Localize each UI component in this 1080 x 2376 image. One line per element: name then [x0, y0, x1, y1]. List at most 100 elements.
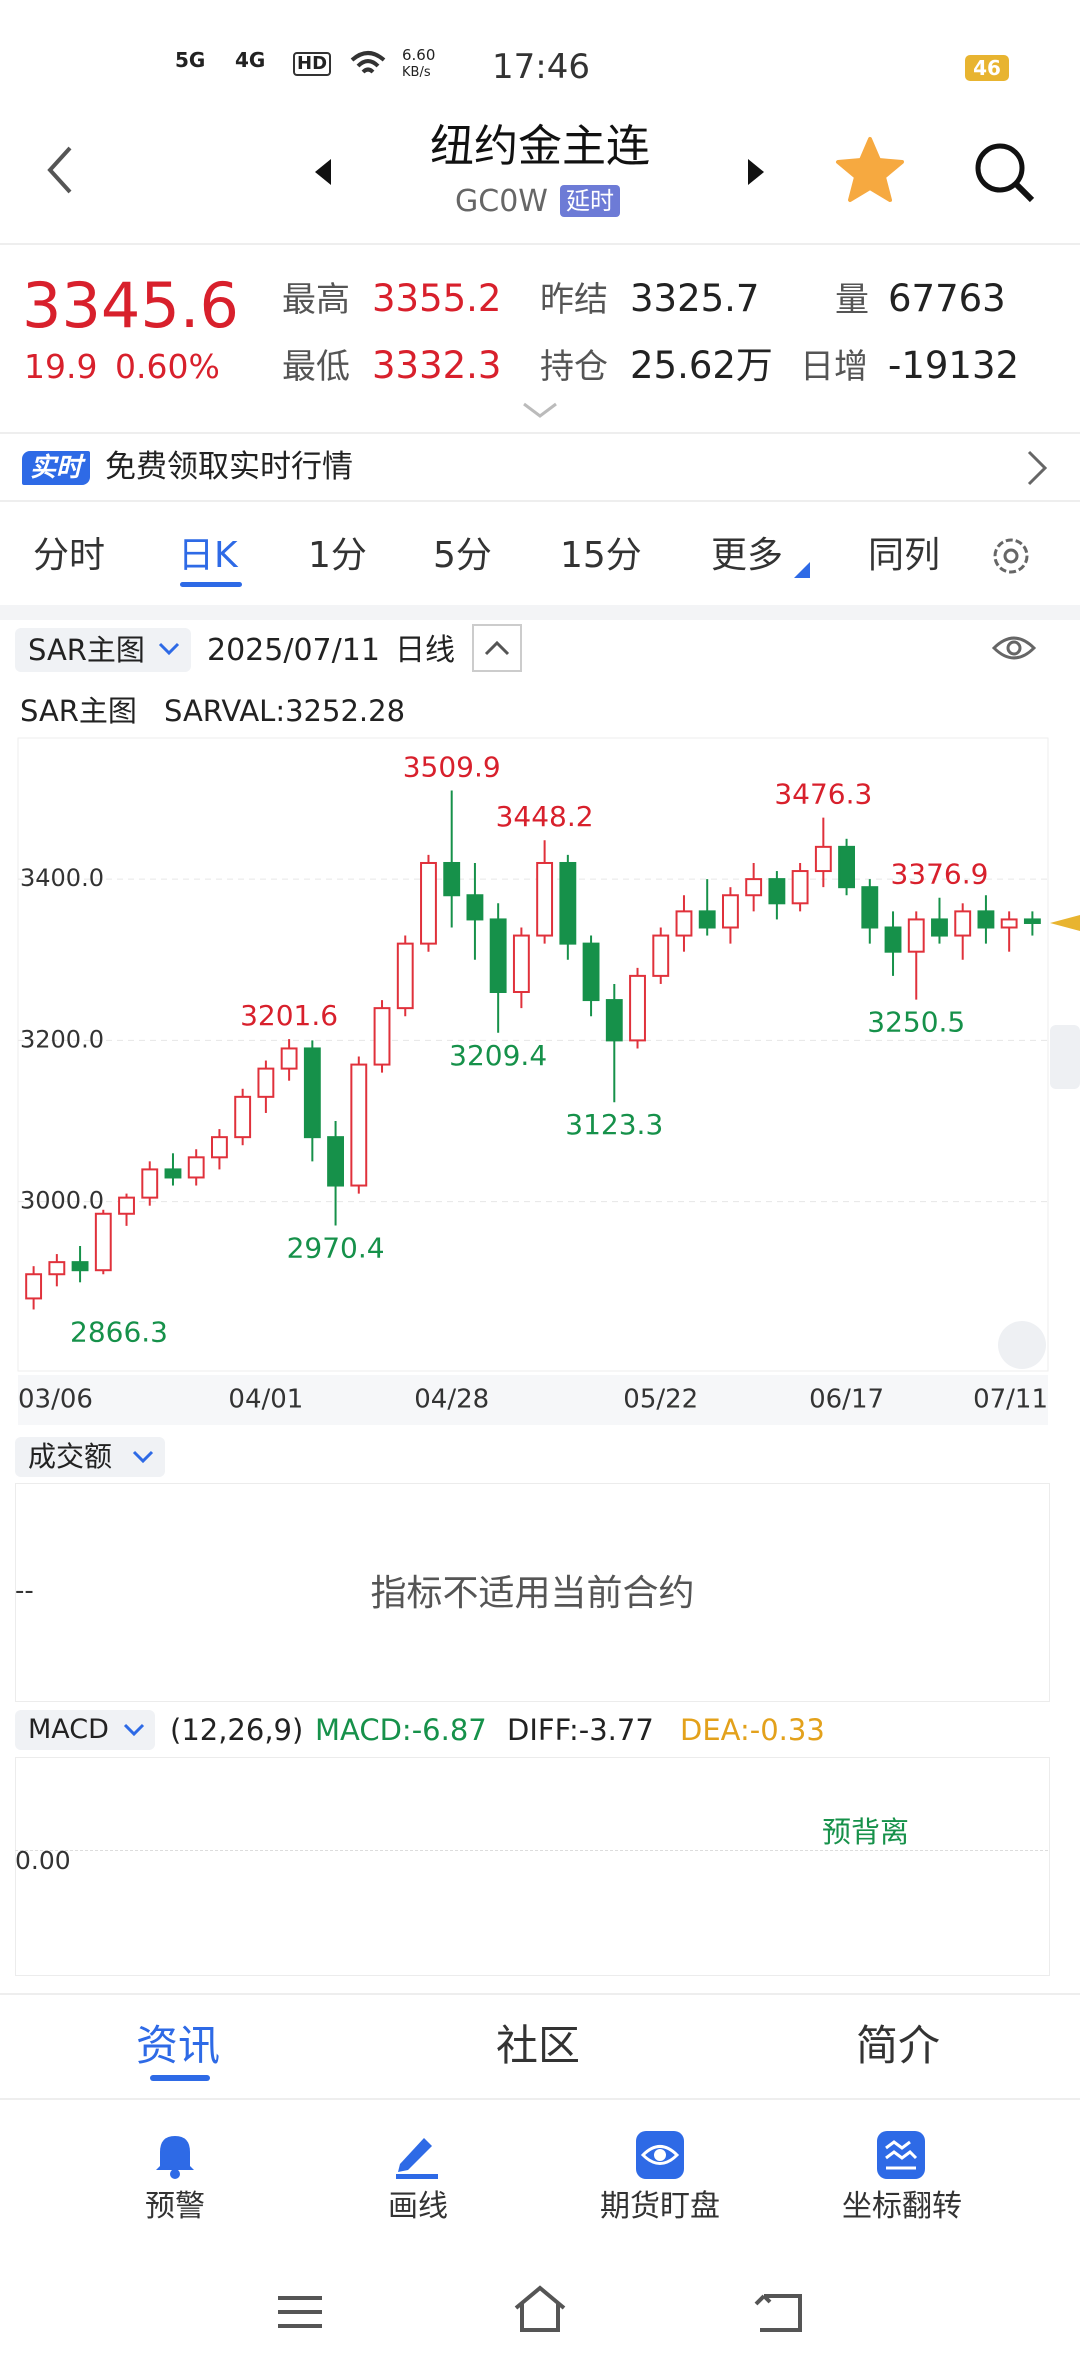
- x-tick-label: 03/06: [18, 1385, 93, 1415]
- candle-body: [327, 1136, 345, 1187]
- candle-body: [118, 1196, 135, 1215]
- indicator-name: SAR主图: [28, 633, 145, 667]
- change: 19.9: [24, 347, 98, 386]
- period-tab-active[interactable]: 日K: [178, 535, 238, 576]
- candle-body: [210, 1136, 228, 1159]
- more-triangle: [794, 562, 810, 578]
- draw-icon[interactable]: [392, 2130, 442, 2180]
- candle-body: [164, 1168, 182, 1179]
- indicator-line-value: SARVAL:3252.28: [164, 694, 406, 728]
- wifi-icon: [350, 51, 386, 74]
- banner-arrow[interactable]: [1025, 448, 1049, 488]
- period-tab[interactable]: 分时: [33, 535, 106, 576]
- candle-body: [582, 942, 600, 1002]
- watch-icon[interactable]: [635, 2130, 685, 2180]
- indicator-dropdown[interactable]: [15, 628, 191, 672]
- macd-panel: [15, 1757, 1050, 1976]
- x-tick-label: 04/01: [228, 1385, 303, 1415]
- home-button[interactable]: [510, 2282, 570, 2338]
- candle-body: [350, 1063, 368, 1187]
- candle-body: [1000, 918, 1018, 929]
- next-button[interactable]: [746, 157, 766, 187]
- candle-body: [838, 845, 856, 889]
- candle-body: [675, 910, 693, 937]
- candle-body: [652, 934, 670, 977]
- high-annotation: 3376.9: [890, 858, 988, 891]
- delay-badge: 延时: [560, 185, 620, 217]
- field-label: 最低: [282, 347, 350, 387]
- toolbar-label[interactable]: 预警: [145, 2189, 205, 2224]
- alert-icon[interactable]: [150, 2130, 200, 2180]
- collapse-button[interactable]: [472, 624, 522, 672]
- field-value: -19132: [888, 344, 1020, 387]
- candle-body: [280, 1047, 298, 1070]
- back-nav-button[interactable]: [750, 2288, 810, 2336]
- candle-body: [977, 910, 995, 929]
- candle-body: [489, 918, 507, 994]
- prev-button[interactable]: [313, 157, 333, 187]
- menu-button[interactable]: [270, 2290, 330, 2334]
- search-button[interactable]: [970, 138, 1040, 208]
- y-tick-label: 3000.0: [20, 1187, 104, 1215]
- toolbar-label[interactable]: 坐标翻转: [842, 2189, 962, 2224]
- toolbar-label[interactable]: 画线: [388, 2189, 448, 2224]
- content-tab[interactable]: 社区: [496, 2021, 581, 2070]
- volume-message: 指标不适用当前合约: [370, 1573, 695, 1614]
- x-tick-label: 05/22: [623, 1385, 698, 1415]
- diff-value: DIFF:-3.77: [507, 1713, 654, 1747]
- battery: 46: [965, 55, 1009, 81]
- candle-body: [25, 1273, 43, 1300]
- content-tab[interactable]: 简介: [856, 2021, 941, 2070]
- candle-body: [768, 878, 786, 905]
- flip-icon[interactable]: [876, 2130, 926, 2180]
- high-annotation: 3448.2: [496, 800, 594, 833]
- chart-date: 2025/07/11: [207, 633, 380, 668]
- back-button[interactable]: [40, 140, 80, 200]
- favorite-button[interactable]: [835, 135, 905, 205]
- dea-value: DEA:-0.33: [680, 1713, 825, 1747]
- dropdown-arrow: [132, 1450, 154, 1464]
- high-annotation: 3509.9: [403, 750, 501, 783]
- macd-params: (12,26,9): [170, 1713, 304, 1747]
- period-tab[interactable]: 1分: [308, 535, 367, 576]
- x-tick-label: 07/11: [973, 1385, 1048, 1415]
- candle-body: [745, 878, 763, 897]
- last-price: 3345.6: [22, 269, 239, 342]
- settings-button[interactable]: [988, 533, 1034, 579]
- high-annotation: 3476.3: [774, 778, 872, 811]
- volume-panel: [15, 1483, 1050, 1702]
- low-annotation: 3123.3: [565, 1108, 663, 1141]
- side-handle[interactable]: [1050, 1025, 1080, 1089]
- candle-body: [814, 845, 832, 873]
- macd-zero-line: [15, 1850, 1048, 1851]
- macd-value: MACD:-6.87: [315, 1713, 487, 1747]
- price-chart: 3000.0 3200.0 3400.0 03/06 04/01 04/28 05/22 06…: [17, 737, 1080, 1425]
- field-value: 3332.3: [372, 344, 502, 387]
- content-tab-active[interactable]: 资讯: [136, 2021, 221, 2070]
- period-tab[interactable]: 更多: [711, 535, 784, 576]
- indicator-line-name: SAR主图: [20, 694, 137, 728]
- period-tab[interactable]: 5分: [433, 535, 492, 576]
- dropdown-arrow: [123, 1723, 145, 1737]
- period-tab[interactable]: 15分: [560, 535, 642, 576]
- field-value: 3355.2: [372, 277, 502, 320]
- volume-placeholder: --: [15, 1576, 34, 1606]
- divider: [0, 500, 1080, 502]
- field-label: 量: [835, 280, 869, 320]
- candle-body: [94, 1212, 112, 1272]
- y-tick-label: 3400.0: [20, 864, 104, 892]
- low-annotation: 2970.4: [287, 1232, 385, 1265]
- date-axis-bg: [18, 1375, 1048, 1425]
- field-value: 67763: [888, 277, 1006, 320]
- change-pct: 0.60%: [115, 347, 220, 386]
- expand-icon[interactable]: [522, 402, 558, 418]
- candle-body: [234, 1095, 252, 1139]
- period-tab[interactable]: 同列: [868, 535, 941, 576]
- eye-button[interactable]: [990, 628, 1038, 668]
- toolbar-label[interactable]: 期货盯盘: [600, 2189, 720, 2224]
- fullscreen-button[interactable]: [998, 1321, 1046, 1369]
- candle-body: [861, 886, 879, 929]
- candle-body: [791, 870, 809, 905]
- banner-text[interactable]: 免费领取实时行情: [105, 449, 353, 485]
